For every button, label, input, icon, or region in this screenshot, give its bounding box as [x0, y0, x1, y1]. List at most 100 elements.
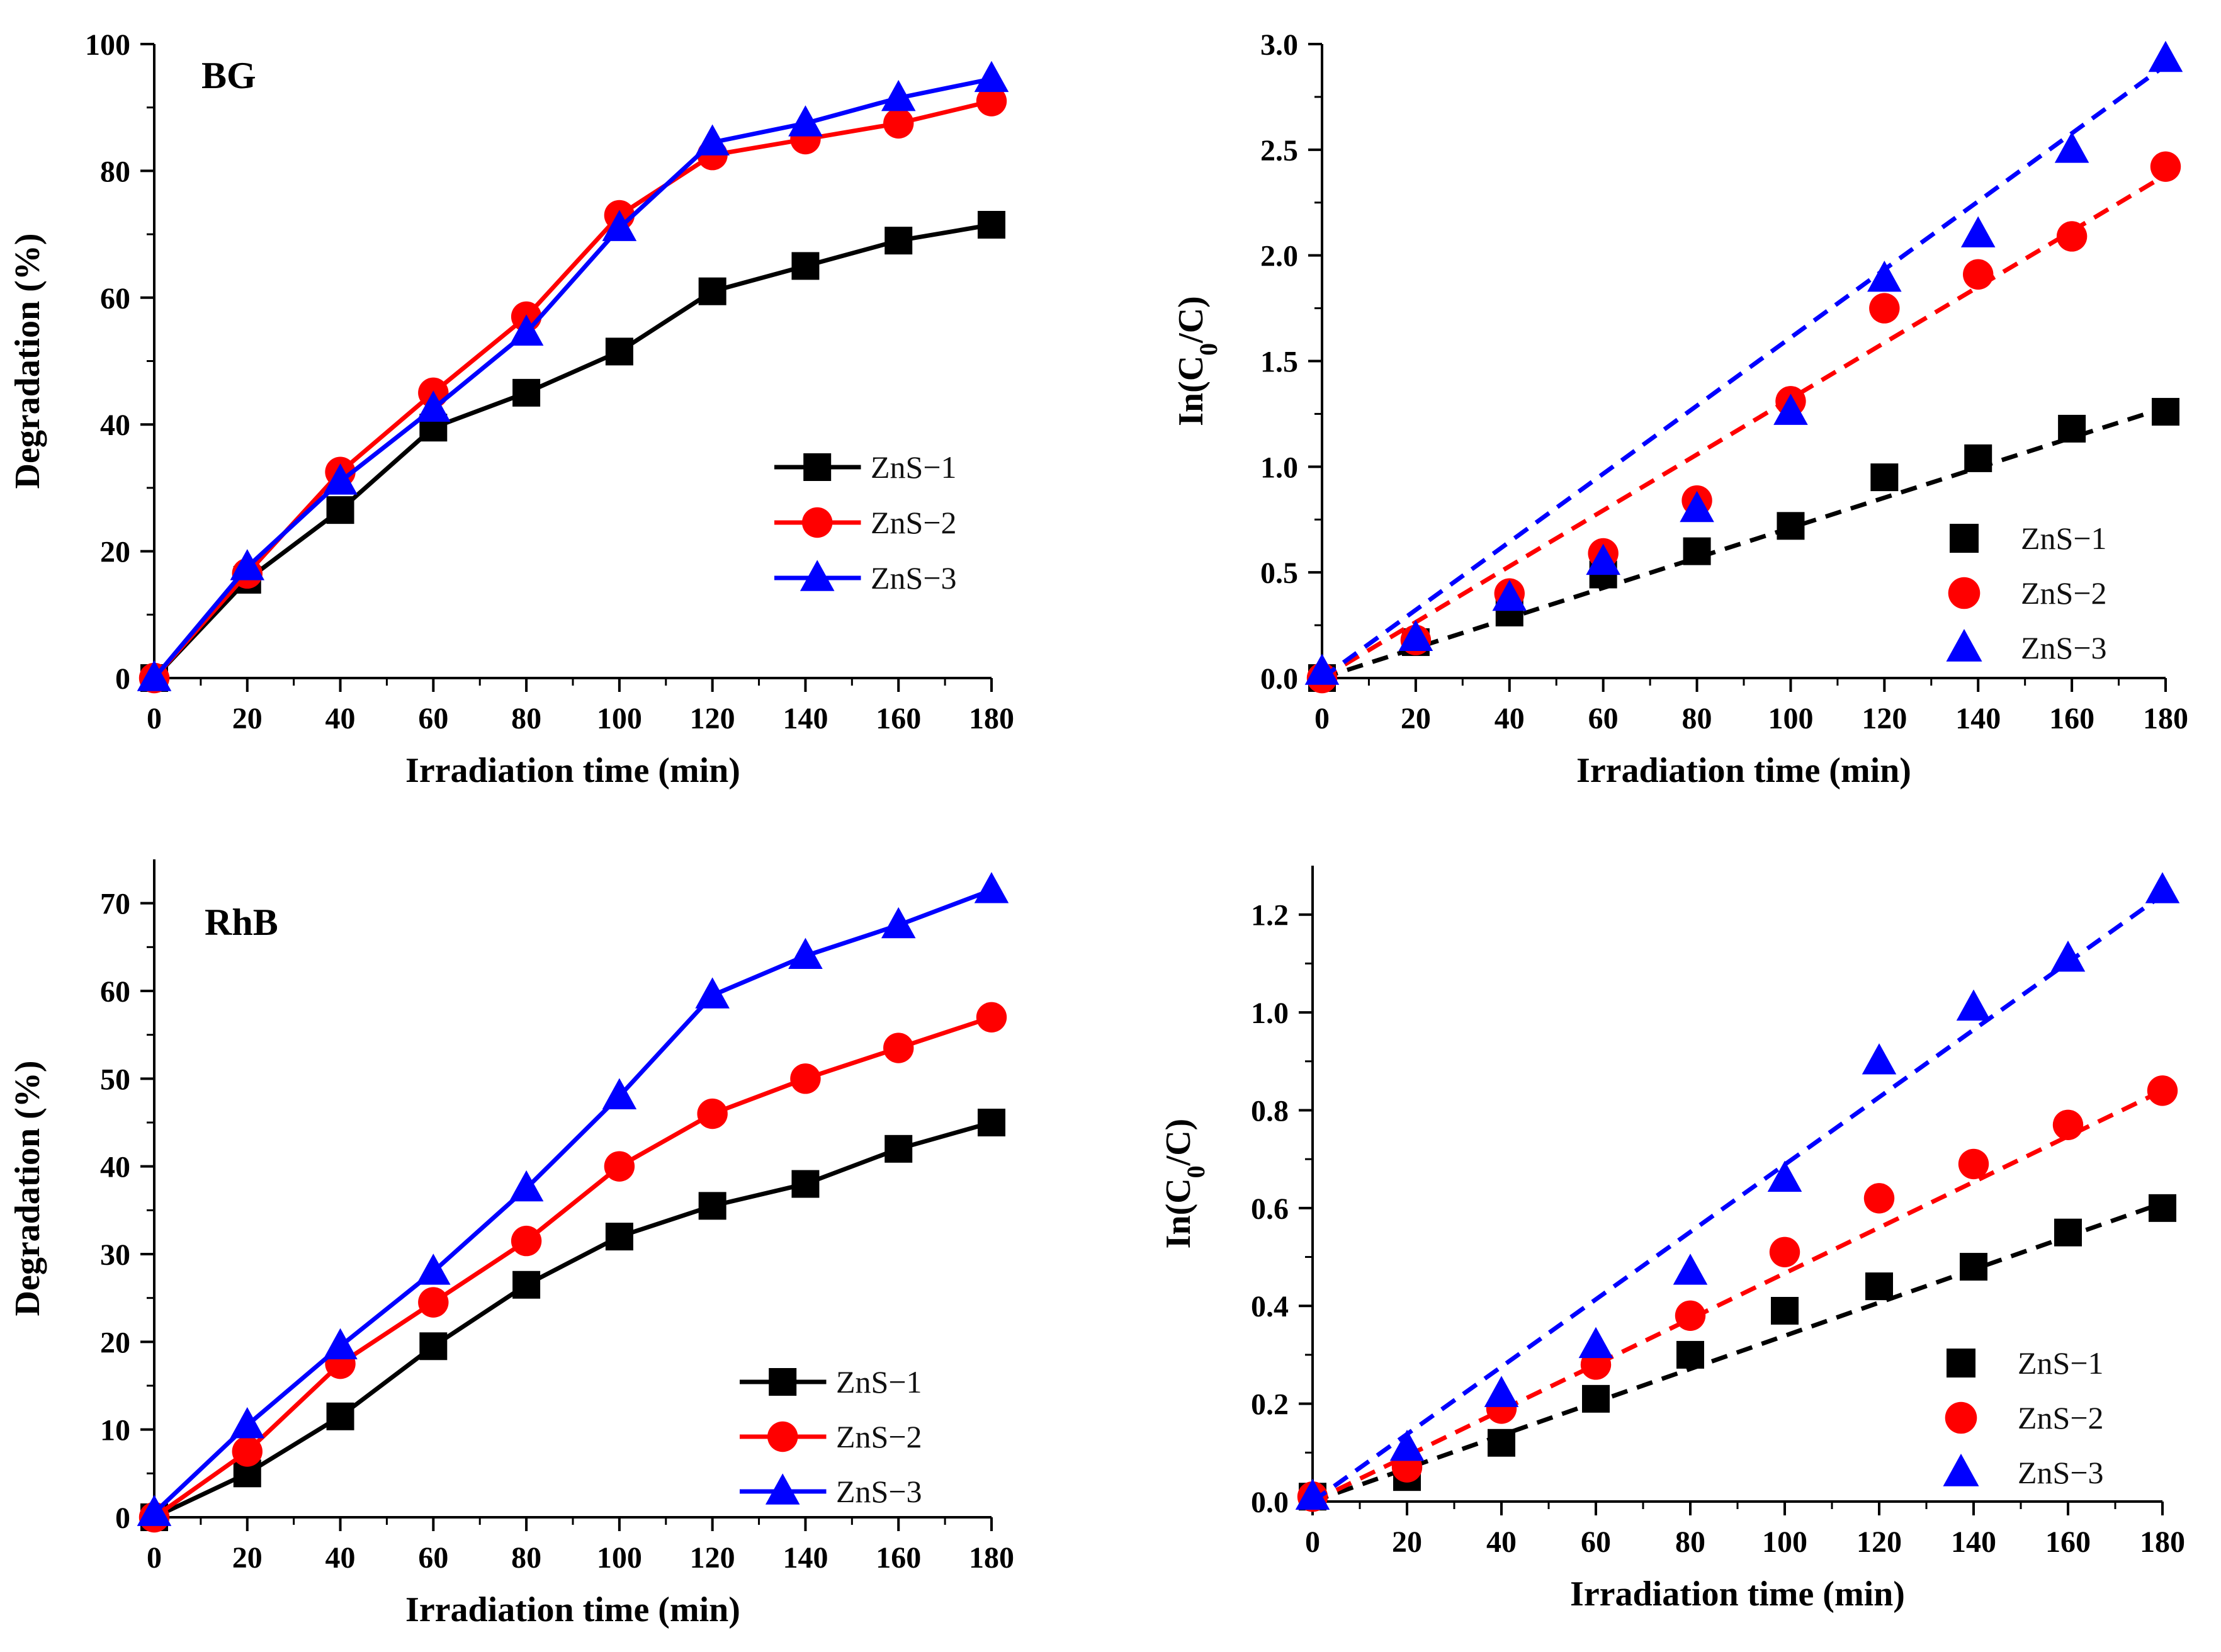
legend-label: ZnS−2: [2021, 575, 2107, 611]
y-tick-label: 70: [100, 888, 130, 921]
marker-triangle: [881, 907, 916, 939]
marker-triangle: [1304, 653, 1340, 685]
marker-triangle: [416, 390, 451, 422]
x-tick-label: 160: [876, 702, 921, 735]
y-tick-label: 50: [100, 1063, 130, 1096]
x-tick-label: 20: [232, 702, 263, 735]
legend-entry: ZnS−2: [774, 505, 957, 540]
legend-entry: ZnS−3: [1946, 629, 2107, 665]
marker-triangle: [1862, 1043, 1897, 1075]
marker-triangle: [416, 1253, 451, 1285]
y-tick-label: 3.0: [1260, 28, 1298, 62]
marker-square: [326, 1402, 354, 1430]
chart-bg-kinetics: 0 20 40 60 80 100 120 140 160 180 0.0 0.5 1.0 1.5 2.0 2…: [1172, 28, 2188, 790]
y-tick-label: 80: [100, 155, 130, 188]
marker-triangle: [1956, 989, 1991, 1021]
marker-triangle: [137, 1495, 172, 1526]
fit-line: [1311, 1201, 2164, 1504]
legend-label: ZnS−3: [871, 560, 957, 596]
x-tick-label: 100: [597, 702, 642, 735]
legend-label: ZnS−3: [836, 1474, 922, 1509]
marker-triangle: [1680, 490, 1714, 523]
x-tick-label: 0: [147, 1541, 162, 1575]
x-tick-label: 120: [690, 702, 735, 735]
marker-triangle: [881, 79, 916, 111]
series-ZnS−3: [137, 872, 1009, 1526]
marker-square: [978, 210, 1005, 239]
marker-triangle: [509, 314, 544, 346]
x-tick-label: 40: [1495, 702, 1525, 735]
marker-triangle: [1946, 629, 1982, 662]
marker-square: [1771, 1297, 1799, 1325]
legend-entry: ZnS−3: [740, 1473, 922, 1509]
marker-triangle: [695, 977, 730, 1009]
marker-triangle: [602, 1078, 637, 1109]
x-tick-label: 0: [1305, 1525, 1320, 1559]
y-tick-label: 0: [115, 1502, 130, 1535]
y-tick-label: 0.4: [1251, 1290, 1289, 1323]
marker-circle: [1769, 1236, 1800, 1267]
marker-triangle: [1295, 1478, 1330, 1510]
x-tick-label: 180: [969, 702, 1014, 735]
marker-square: [1777, 512, 1805, 540]
x-axis-title: Irradiation time (min): [1576, 751, 1911, 790]
series-ZnS−3: [1304, 40, 2183, 685]
subscript: 0: [1182, 1165, 1210, 1178]
marker-triangle: [230, 1407, 265, 1439]
x-tick-label: 60: [1581, 1525, 1611, 1559]
marker-triangle: [974, 872, 1009, 903]
marker-triangle: [1960, 216, 1996, 247]
legend-label: ZnS−1: [2021, 521, 2107, 556]
y-tick-label: 0.2: [1251, 1388, 1289, 1422]
marker-circle: [2147, 1075, 2178, 1106]
x-tick-label: 120: [690, 1541, 735, 1575]
fit-line: [1311, 893, 2164, 1503]
y-tick-label: 60: [100, 975, 130, 1009]
y-tick-label: 0.0: [1251, 1486, 1289, 1519]
marker-triangle: [788, 937, 823, 970]
marker-square: [2054, 1218, 2082, 1247]
fit-line: [1320, 63, 2167, 680]
marker-circle: [883, 1032, 914, 1063]
marker-circle: [1863, 1183, 1895, 1214]
x-tick-label: 120: [1862, 702, 1907, 735]
x-tick-label: 80: [511, 1541, 541, 1575]
marker-square: [1582, 1384, 1610, 1413]
y-tick-label: 10: [100, 1414, 130, 1447]
subscript: 0: [1194, 343, 1223, 356]
marker-square: [512, 378, 541, 407]
legend-label: ZnS−3: [2018, 1455, 2104, 1490]
legend-label: ZnS−2: [836, 1419, 922, 1454]
y-tick-label: 0.0: [1260, 662, 1298, 696]
legend-entry: ZnS−3: [774, 560, 957, 596]
marker-circle: [418, 1287, 449, 1318]
legend-entry: ZnS−1: [1947, 1345, 2104, 1381]
marker-triangle: [1398, 620, 1433, 652]
x-tick-label: 180: [2143, 702, 2188, 735]
y-axis-title: Degradation (%): [8, 1061, 47, 1316]
chart-rhb-degradation: 0 20 40 60 80 100 120 140 160 180 0 10 20 30 40 50 60 70 I…: [8, 859, 1014, 1629]
panel-label: RhB: [205, 902, 278, 943]
series-line: [153, 1120, 992, 1520]
marker-triangle: [1492, 579, 1527, 611]
x-tick-label: 160: [876, 1541, 921, 1575]
marker-square: [791, 252, 820, 280]
y-tick-label: 2.0: [1260, 240, 1298, 273]
marker-square: [791, 1170, 820, 1198]
marker-square: [698, 277, 726, 305]
marker-square: [2152, 398, 2179, 426]
marker-triangle: [1586, 543, 1620, 575]
marker-triangle: [602, 210, 637, 241]
marker-square: [1947, 1349, 1975, 1378]
marker-square: [419, 1332, 448, 1361]
x-tick-label: 100: [1768, 702, 1813, 735]
fit-line: [1321, 405, 2167, 681]
marker-square: [605, 1223, 633, 1251]
legend-label: ZnS−1: [836, 1364, 922, 1400]
x-tick-label: 40: [325, 1541, 356, 1575]
x-tick-label: 40: [325, 702, 356, 735]
marker-square: [803, 453, 832, 481]
marker-square: [978, 1109, 1005, 1136]
marker-square: [884, 227, 913, 255]
series-ZnS−3: [137, 60, 1009, 691]
